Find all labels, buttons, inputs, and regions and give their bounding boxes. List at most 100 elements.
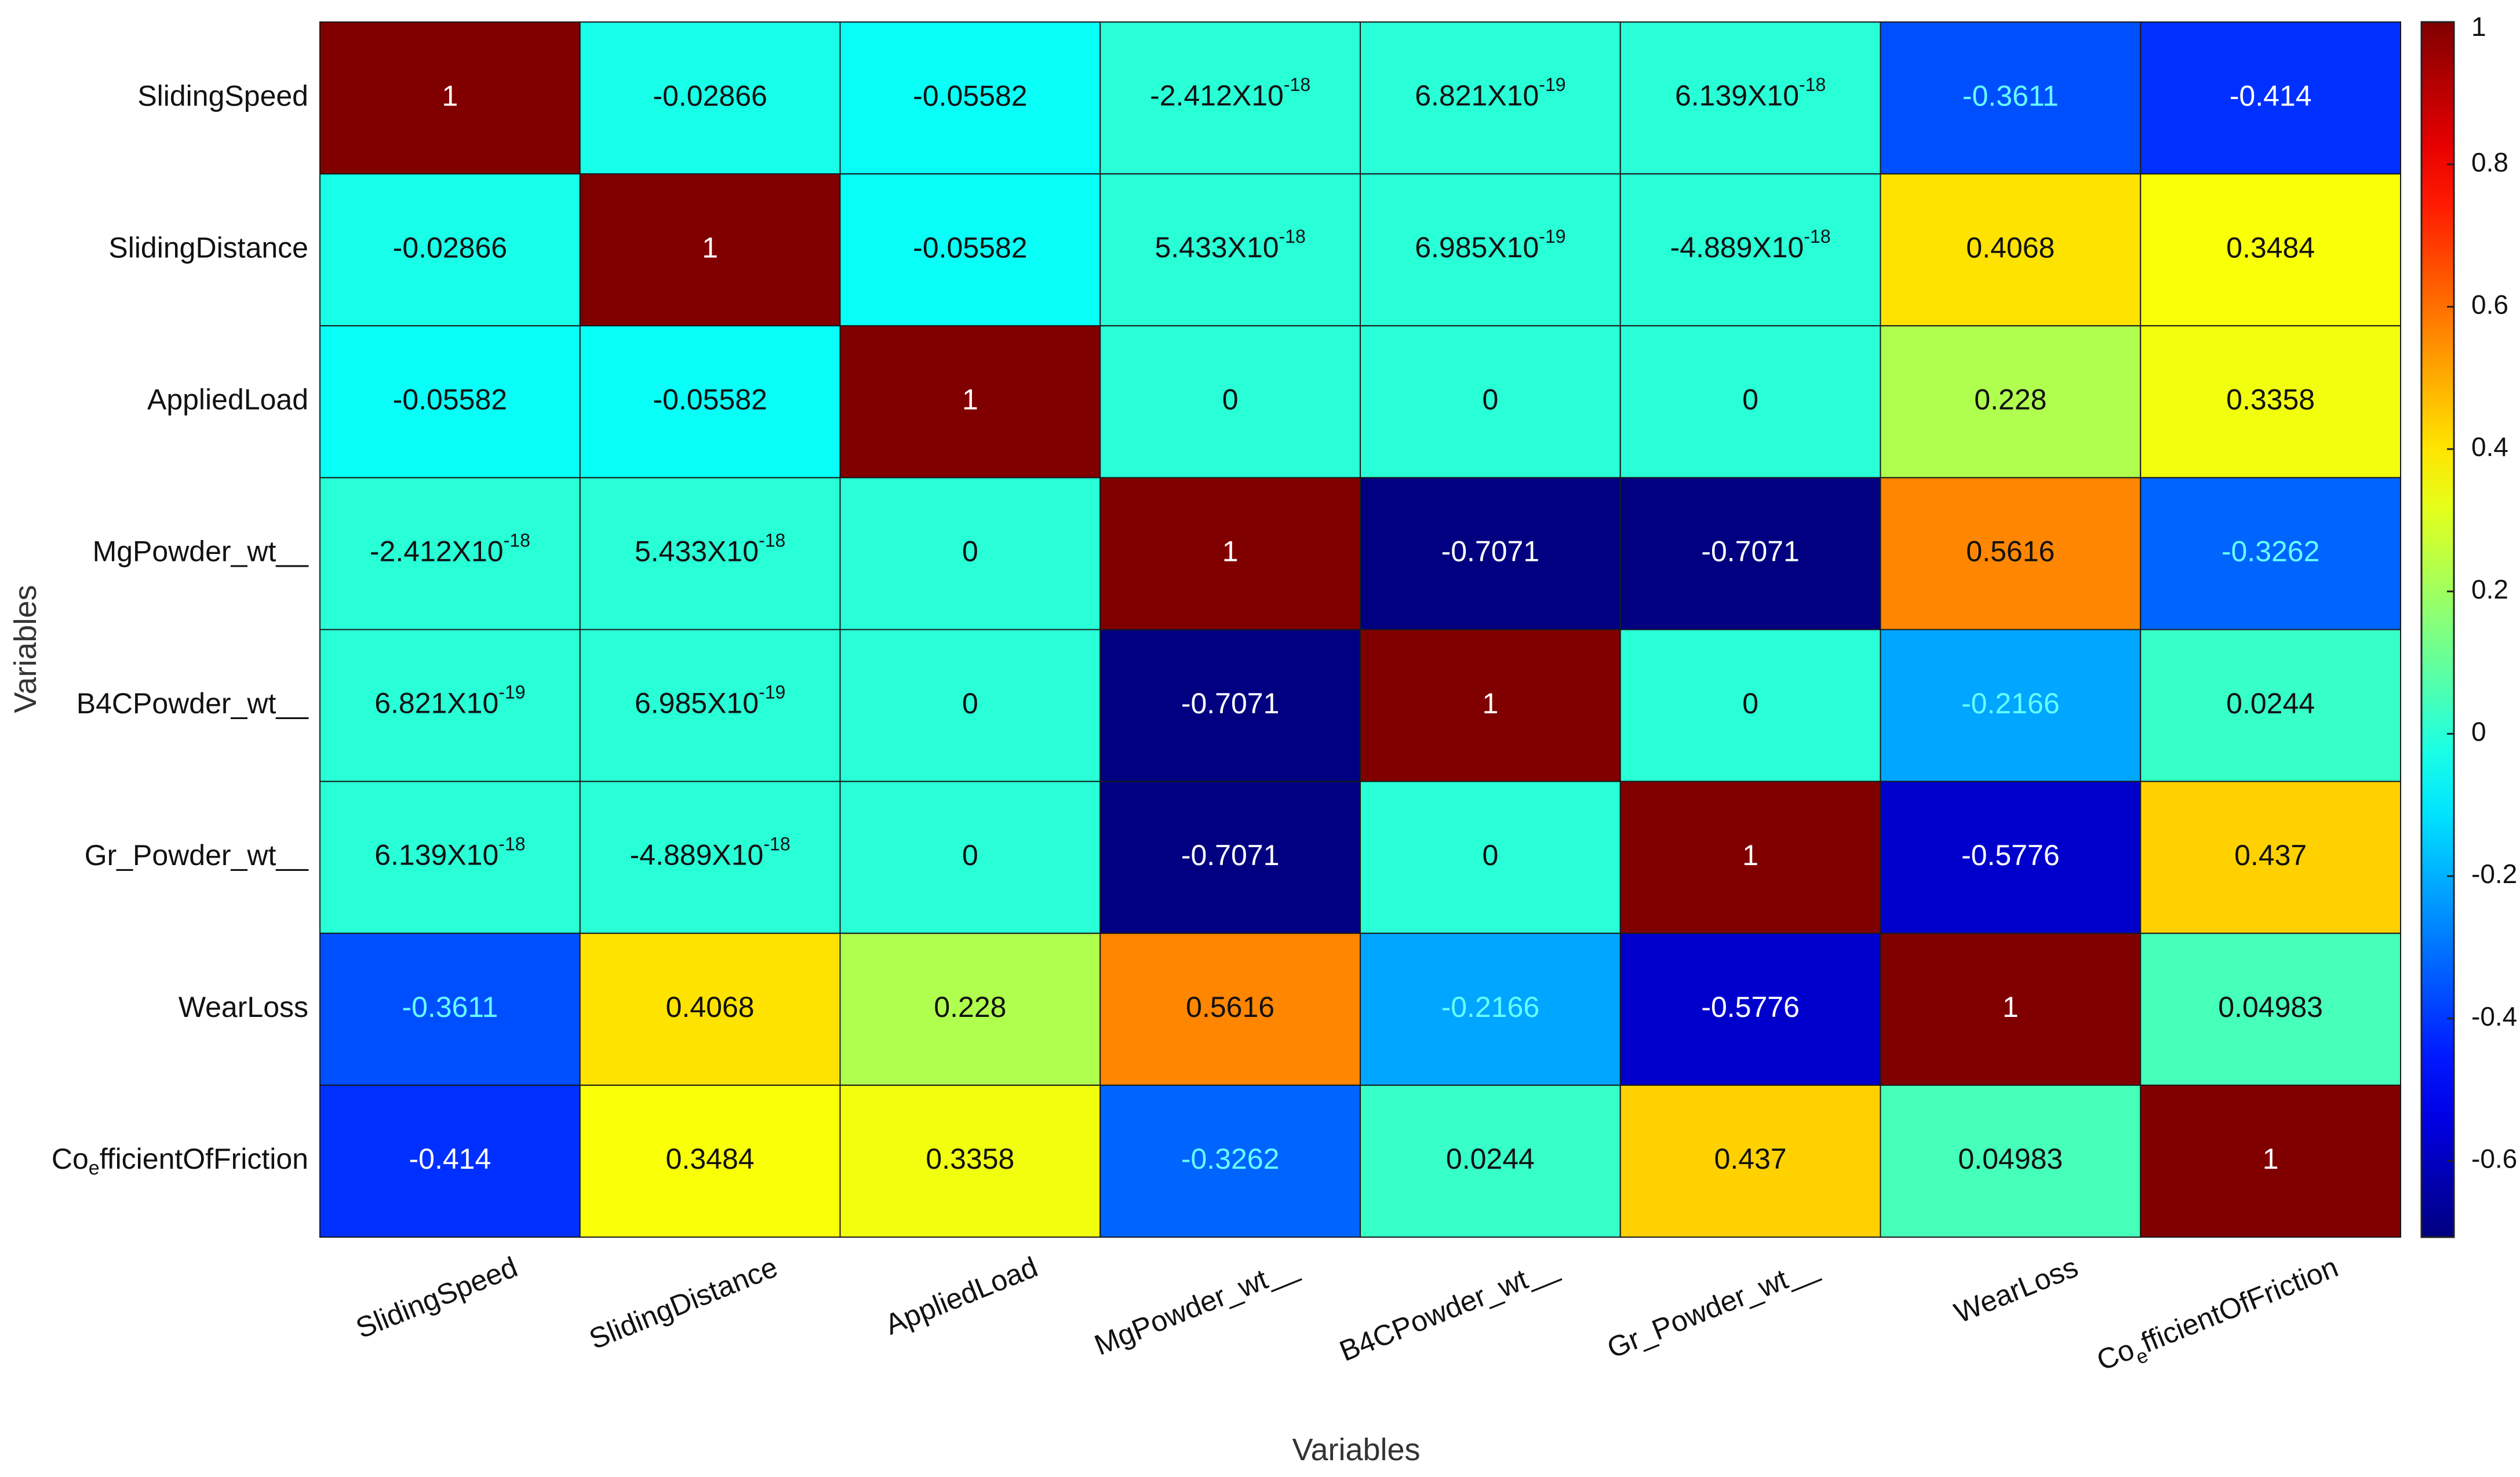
cell-value-0-2: -0.05582 — [913, 79, 1027, 112]
cell-value-7-7: 1 — [2263, 1143, 2279, 1175]
cell-value-5-5: 1 — [1742, 839, 1758, 871]
heatmap-cell-1-1 — [579, 173, 841, 327]
heatmap-cell-5-6 — [1880, 781, 2142, 934]
heatmap-cell-5-2 — [839, 781, 1101, 934]
heatmap-cell-4-5 — [1619, 629, 1881, 782]
heatmap-cell-6-7 — [2140, 932, 2401, 1086]
heatmap-cell-3-7 — [2140, 477, 2401, 630]
cell-value-6-4: -0.2166 — [1441, 991, 1540, 1023]
cell-value-3-0: -2.412X10-18 — [370, 530, 530, 568]
heatmap-cell-6-2 — [839, 932, 1101, 1086]
heatmap-cell-3-6 — [1880, 477, 2142, 630]
heatmap-cell-2-5 — [1619, 325, 1881, 479]
cell-value-2-6: 0.228 — [1974, 384, 2046, 416]
cell-value-5-1: -4.889X10-18 — [630, 834, 791, 871]
cell-value-6-1: 0.4068 — [666, 991, 755, 1023]
cell-value-6-5: -0.5776 — [1701, 991, 1800, 1023]
heatmap-cell-5-3 — [1099, 781, 1361, 934]
heatmap-cell-0-1 — [579, 21, 841, 175]
heatmap-cell-5-7 — [2140, 781, 2401, 934]
heatmap-cell-3-4 — [1360, 477, 1621, 630]
cell-value-1-0: -0.02866 — [393, 231, 507, 264]
heatmap-cell-7-6 — [1880, 1084, 2142, 1238]
cell-value-5-2: 0 — [962, 839, 978, 871]
cell-value-4-5: 0 — [1742, 687, 1758, 720]
heatmap-cell-1-3 — [1099, 173, 1361, 327]
heatmap-cell-1-0 — [319, 173, 581, 327]
cell-value-7-0: -0.414 — [409, 1143, 491, 1175]
cell-value-6-2: 0.228 — [934, 991, 1006, 1023]
cell-value-6-0: -0.3611 — [402, 991, 498, 1023]
cell-value-7-1: 0.3484 — [666, 1143, 755, 1175]
heatmap-cell-5-1 — [579, 781, 841, 934]
cell-value-6-6: 1 — [2002, 991, 2019, 1023]
heatmap-cell-5-0 — [319, 781, 581, 934]
cell-value-4-0: 6.821X10-19 — [374, 682, 525, 720]
cell-value-3-5: -0.7071 — [1701, 535, 1800, 568]
row-label-2: AppliedLoad — [147, 384, 308, 416]
cell-value-4-7: 0.0244 — [2226, 687, 2315, 720]
cell-value-4-6: -0.2166 — [1961, 687, 2060, 720]
cell-value-3-7: -0.3262 — [2222, 535, 2320, 568]
cell-value-5-0: 6.139X10-18 — [374, 834, 525, 871]
heatmap-cell-3-1 — [579, 477, 841, 630]
cell-value-7-2: 0.3358 — [926, 1143, 1014, 1175]
cell-value-1-2: -0.05582 — [913, 231, 1027, 264]
cell-value-1-5: -4.889X10-18 — [1670, 227, 1831, 264]
cell-value-2-1: -0.05582 — [653, 384, 767, 416]
heatmap-cell-4-7 — [2140, 629, 2401, 782]
heatmap-cell-2-7 — [2140, 325, 2401, 479]
cell-value-2-7: 0.3358 — [2226, 384, 2315, 416]
cell-value-6-7: 0.04983 — [2218, 991, 2323, 1023]
heatmap-cell-4-3 — [1099, 629, 1361, 782]
heatmap-cell-4-0 — [319, 629, 581, 782]
heatmap-cell-3-5 — [1619, 477, 1881, 630]
cell-value-1-7: 0.3484 — [2226, 231, 2315, 264]
colorbar-tick-label-5: 0 — [2471, 717, 2486, 747]
heatmap-cell-0-2 — [839, 21, 1101, 175]
heatmap-cell-7-3 — [1099, 1084, 1361, 1238]
colorbar: 1 0.8 0.6 0.4 0.2 0 -0.2 -0.4 -0.6 — [2420, 12, 2517, 1238]
row-label-6: WearLoss — [179, 991, 308, 1023]
heatmap-cell-1-5 — [1619, 173, 1881, 327]
cell-value-0-6: -0.3611 — [1962, 79, 2059, 112]
cell-value-1-3: 5.433X10-18 — [1155, 227, 1305, 264]
colorbar-gradient — [2420, 21, 2455, 1238]
heatmap-cell-3-3 — [1099, 477, 1361, 630]
cell-value-2-3: 0 — [1222, 384, 1239, 416]
y-axis-title: Variables — [8, 585, 43, 713]
row-label-3: MgPowder_wt__ — [93, 535, 309, 568]
colorbar-tick-label-6: -0.2 — [2471, 859, 2517, 889]
cell-value-1-1: 1 — [702, 231, 718, 264]
cell-value-1-4: 6.985X10-19 — [1415, 227, 1565, 264]
colorbar-tick-label-1: 0.8 — [2471, 147, 2508, 177]
heatmap-cell-3-0 — [319, 477, 581, 630]
heatmap-cell-2-3 — [1099, 325, 1361, 479]
heatmap-cell-2-2 — [839, 325, 1101, 479]
cell-value-7-5: 0.437 — [1714, 1143, 1787, 1175]
heatmap-cell-2-0 — [319, 325, 581, 479]
heatmap-cell-0-0 — [319, 21, 581, 175]
cell-value-6-3: 0.5616 — [1186, 991, 1274, 1023]
cell-value-3-2: 0 — [962, 535, 978, 568]
heatmap-cell-4-1 — [579, 629, 841, 782]
heatmap-cell-1-2 — [839, 173, 1101, 327]
heatmap-cell-3-2 — [839, 477, 1101, 630]
row-label-7: CoefficientOfFriction — [52, 1143, 308, 1179]
heatmap-cell-6-5 — [1619, 932, 1881, 1086]
row-labels: SlidingSpeed SlidingDistance AppliedLoad Mg… — [52, 79, 309, 1179]
cell-value-4-1: 6.985X10-19 — [635, 682, 785, 720]
heatmap-cell-0-3 — [1099, 21, 1361, 175]
cell-value-3-3: 1 — [1222, 535, 1239, 568]
colorbar-tick-label-7: -0.4 — [2471, 1001, 2517, 1031]
heatmap-cell-7-1 — [579, 1084, 841, 1238]
cell-value-0-5: 6.139X10-18 — [1675, 75, 1826, 112]
colorbar-tick-label-3: 0.4 — [2471, 432, 2508, 462]
cell-value-2-2: 1 — [962, 384, 978, 416]
cell-value-0-1: -0.02866 — [653, 79, 767, 112]
heatmap-cell-6-1 — [579, 932, 841, 1086]
heatmap-cell-7-4 — [1360, 1084, 1621, 1238]
heatmap-cell-7-0 — [319, 1084, 581, 1238]
row-label-4: B4CPowder_wt__ — [77, 687, 309, 720]
